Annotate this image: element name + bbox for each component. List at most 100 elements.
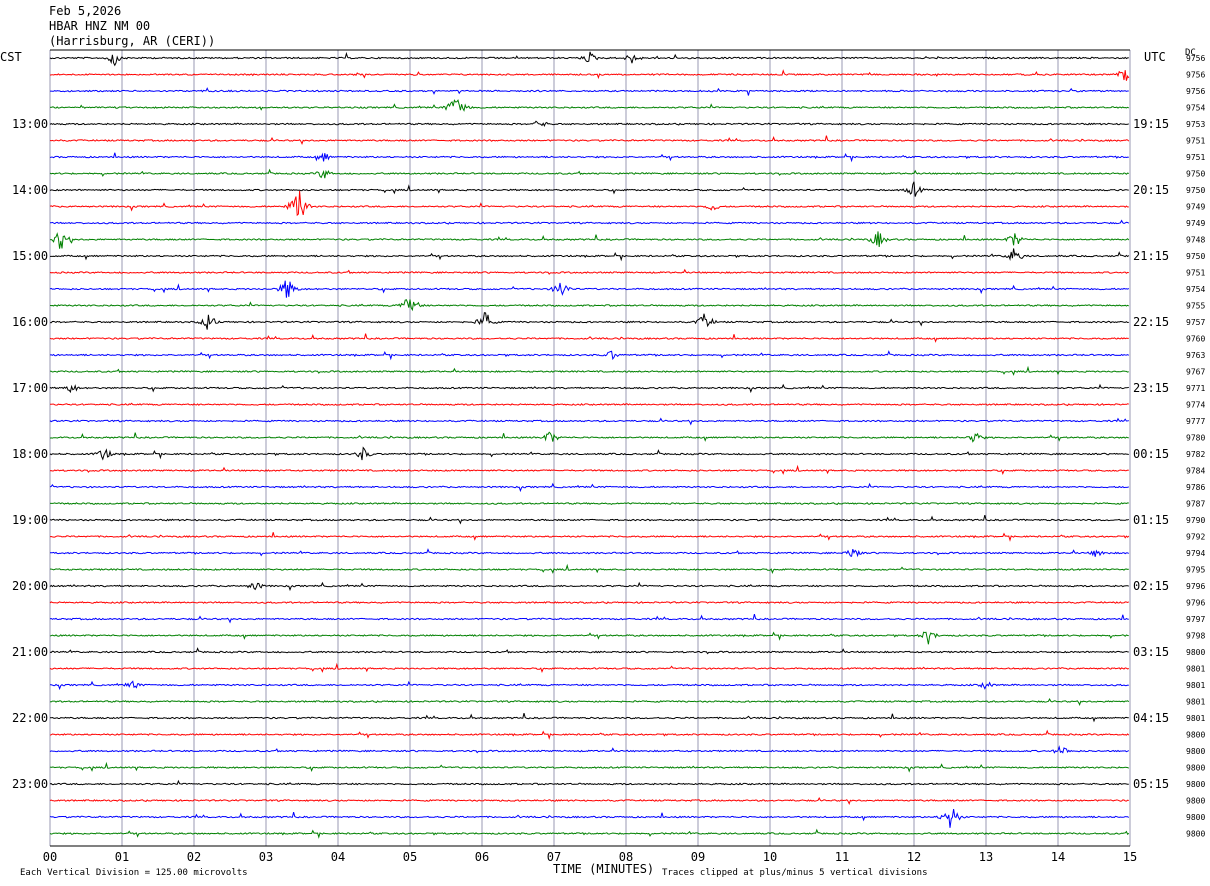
- trace-20: [49, 383, 1129, 394]
- x-tick-label: 08: [619, 850, 633, 864]
- cst-hour-label: 17:00: [12, 381, 48, 395]
- utc-hour-label: 05:15: [1133, 777, 1169, 791]
- trace-28: [49, 514, 1129, 525]
- x-tick-label: 12: [907, 850, 921, 864]
- utc-hour-label: 02:15: [1133, 579, 1169, 593]
- trace-5: [49, 135, 1130, 146]
- trace-44: [49, 779, 1129, 786]
- dc-offset-38: 9801: [1186, 681, 1205, 690]
- cst-hour-label: 18:00: [12, 447, 48, 461]
- dc-offset-35: 9798: [1186, 632, 1205, 641]
- utc-hour-label: 23:15: [1133, 381, 1169, 395]
- trace-21: [50, 402, 1129, 407]
- trace-40: [49, 712, 1129, 723]
- dc-offset-3: 9754: [1186, 104, 1205, 113]
- dc-offset-0: 9756: [1186, 54, 1205, 63]
- trace-12: [50, 248, 1130, 262]
- dc-offset-22: 9777: [1186, 417, 1205, 426]
- trace-30: [50, 548, 1129, 558]
- trace-24: [49, 446, 1129, 461]
- dc-offset-19: 9767: [1186, 368, 1205, 377]
- trace-41: [49, 729, 1130, 740]
- trace-18: [49, 350, 1130, 361]
- utc-hour-label: 21:15: [1133, 249, 1169, 263]
- dc-offset-32: 9796: [1186, 582, 1205, 591]
- dc-offset-14: 9754: [1186, 285, 1205, 294]
- dc-offset-2: 9756: [1186, 87, 1205, 96]
- dc-offset-5: 9751: [1186, 137, 1205, 146]
- trace-36: [49, 647, 1129, 655]
- dc-offset-27: 9787: [1186, 500, 1205, 509]
- header-block: Feb 5,2026 HBAR HNZ NM 00 (Harrisburg, A…: [49, 4, 215, 49]
- x-tick-label: 10: [763, 850, 777, 864]
- dc-offset-10: 9749: [1186, 219, 1205, 228]
- dc-offset-24: 9782: [1186, 450, 1205, 459]
- dc-offset-31: 9795: [1186, 566, 1205, 575]
- cst-hour-label: 22:00: [12, 711, 48, 725]
- x-tick-label: 11: [835, 850, 849, 864]
- x-tick-label: 01: [115, 850, 129, 864]
- dc-offset-4: 9753: [1186, 120, 1205, 129]
- trace-46: [49, 809, 1130, 828]
- trace-7: [49, 168, 1129, 179]
- dc-offset-46: 9800: [1186, 813, 1205, 822]
- dc-offset-21: 9774: [1186, 401, 1205, 410]
- x-tick-label: 14: [1051, 850, 1065, 864]
- dc-offset-25: 9784: [1186, 467, 1205, 476]
- cst-hour-label: 20:00: [12, 579, 48, 593]
- trace-17: [49, 333, 1129, 343]
- x-tick-label: 03: [259, 850, 273, 864]
- utc-axis-label: UTC: [1144, 50, 1166, 64]
- x-tick-label: 09: [691, 850, 705, 864]
- trace-32: [49, 581, 1129, 592]
- cst-hour-label: 23:00: [12, 777, 48, 791]
- trace-31: [49, 563, 1129, 574]
- dc-offset-41: 9800: [1186, 731, 1205, 740]
- trace-13: [49, 268, 1129, 275]
- x-tick-label: 07: [547, 850, 561, 864]
- dc-offset-43: 9800: [1186, 764, 1205, 773]
- trace-27: [49, 502, 1129, 506]
- x-tick-label: 15: [1123, 850, 1137, 864]
- header-date: Feb 5,2026: [49, 4, 122, 18]
- trace-14: [49, 280, 1130, 298]
- dc-offset-39: 9801: [1186, 698, 1205, 707]
- trace-25: [49, 464, 1129, 475]
- trace-2: [50, 87, 1129, 96]
- trace-26: [49, 482, 1129, 493]
- utc-hour-label: 19:15: [1133, 117, 1169, 131]
- trace-19: [49, 365, 1129, 376]
- dc-offset-1: 9756: [1186, 71, 1205, 80]
- dc-offset-9: 9749: [1186, 203, 1205, 212]
- utc-hour-label: 22:15: [1133, 315, 1169, 329]
- cst-hour-label: 16:00: [12, 315, 48, 329]
- trace-43: [49, 761, 1130, 773]
- utc-hour-label: 01:15: [1133, 513, 1169, 527]
- dc-offset-20: 9771: [1186, 384, 1205, 393]
- trace-6: [49, 152, 1129, 163]
- trace-45: [49, 797, 1129, 806]
- cst-hour-label: 13:00: [12, 117, 48, 131]
- trace-3: [49, 99, 1130, 112]
- trace-37: [49, 662, 1129, 673]
- trace-22: [49, 417, 1129, 426]
- x-axis-title: TIME (MINUTES): [553, 862, 655, 876]
- trace-9: [49, 190, 1129, 217]
- dc-label: DC: [1185, 48, 1196, 58]
- dc-offset-29: 9792: [1186, 533, 1205, 542]
- header-location: (Harrisburg, AR (CERI)): [49, 34, 216, 48]
- dc-offset-13: 9751: [1186, 269, 1205, 278]
- trace-11: [49, 231, 1130, 249]
- cst-hour-label: 19:00: [12, 513, 48, 527]
- vertical-gridlines: [49, 49, 1131, 847]
- dc-offset-40: 9801: [1186, 714, 1205, 723]
- cst-hour-label: 14:00: [12, 183, 48, 197]
- trace-8: [49, 181, 1129, 197]
- dc-offset-36: 9800: [1186, 648, 1205, 657]
- trace-38: [49, 680, 1129, 691]
- trace-35: [49, 631, 1129, 645]
- footer-clip: Traces clipped at plus/minus 5 vertical …: [662, 868, 928, 878]
- x-tick-label: 06: [475, 850, 489, 864]
- dc-offset-6: 9751: [1186, 153, 1205, 162]
